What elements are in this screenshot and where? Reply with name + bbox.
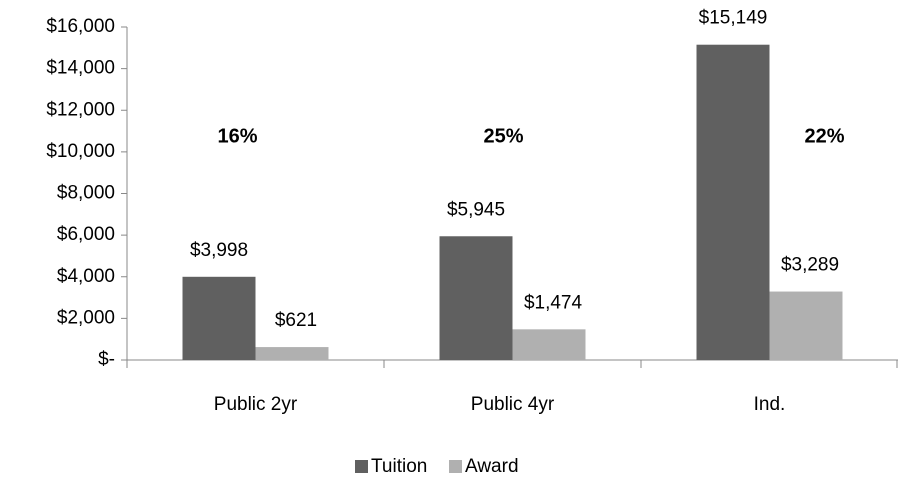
y-tick-label: $4,000 bbox=[57, 266, 115, 287]
bar bbox=[696, 44, 770, 361]
annotation: 25% bbox=[483, 125, 523, 147]
legend-swatch bbox=[355, 460, 368, 473]
annotation: 22% bbox=[804, 125, 844, 147]
annotation: 16% bbox=[217, 125, 257, 147]
y-tick-label: $10,000 bbox=[46, 141, 115, 162]
legend-swatch bbox=[449, 460, 462, 473]
y-tick-label: $14,000 bbox=[46, 58, 115, 79]
y-tick-label: $12,000 bbox=[46, 99, 115, 120]
data-label: $1,474 bbox=[524, 292, 583, 313]
bar bbox=[439, 236, 513, 360]
data-label: $3,998 bbox=[190, 240, 248, 261]
y-tick-label: $16,000 bbox=[46, 16, 115, 37]
bar bbox=[512, 329, 586, 360]
y-tick-label: $6,000 bbox=[57, 224, 115, 245]
bar bbox=[182, 276, 256, 360]
data-label: $5,945 bbox=[447, 199, 505, 220]
data-label: $3,289 bbox=[781, 255, 839, 276]
data-label: $621 bbox=[275, 310, 317, 331]
y-tick-label: $- bbox=[98, 349, 115, 370]
data-label: $15,149 bbox=[699, 8, 768, 29]
bar bbox=[769, 291, 843, 360]
y-tick-label: $2,000 bbox=[57, 307, 115, 328]
legend-label: Tuition bbox=[371, 456, 427, 477]
legend-label: Award bbox=[465, 456, 519, 477]
x-tick-label: Public 4yr bbox=[471, 394, 555, 415]
y-tick-label: $8,000 bbox=[57, 183, 115, 204]
x-tick-label: Ind. bbox=[754, 394, 786, 415]
bar bbox=[255, 347, 329, 360]
x-tick-label: Public 2yr bbox=[214, 394, 298, 415]
